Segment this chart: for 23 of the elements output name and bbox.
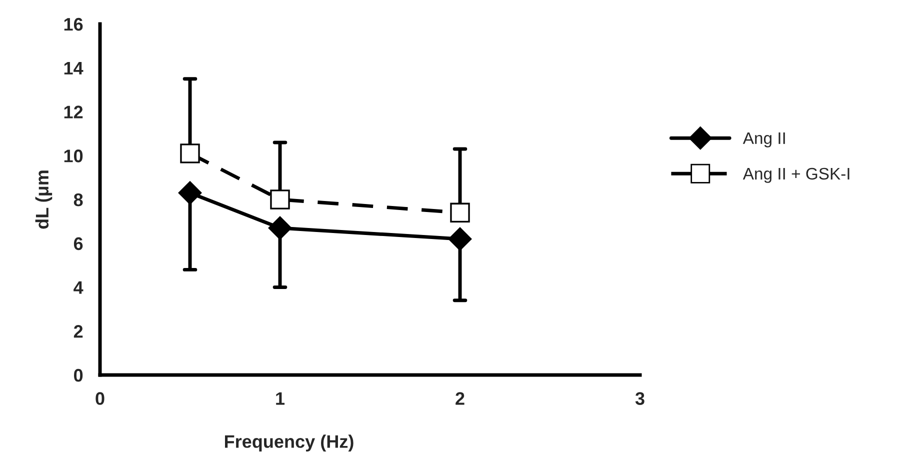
- point: [448, 227, 472, 251]
- legend-label: Ang II: [742, 132, 785, 148]
- point: [178, 181, 202, 205]
- x-tick-label: 1: [276, 392, 285, 405]
- x-tick-label: 3: [635, 392, 644, 405]
- x-tick-label: 2: [456, 392, 464, 405]
- y-tick-label: 14: [64, 62, 84, 74]
- y-tick-label: 10: [64, 150, 83, 162]
- point: [270, 190, 290, 210]
- point: [180, 144, 200, 164]
- y-axis-title: dL (μm: [35, 170, 52, 229]
- point: [268, 216, 292, 240]
- y-tick-label: 12: [64, 106, 83, 118]
- y-tick-label: 8: [74, 193, 83, 206]
- y-tick-label: 0: [74, 368, 83, 382]
- point: [450, 202, 470, 223]
- y-tick-label: 2: [74, 325, 83, 338]
- legend-label: Ang II + GSK-I: [742, 168, 850, 183]
- y-tick-label: 4: [74, 281, 84, 294]
- y-tick-label: 16: [64, 18, 83, 31]
- y-tick-label: 6: [74, 237, 83, 250]
- x-tick-label: 0: [96, 392, 104, 405]
- x-axis-title: Frequency (Hz): [225, 434, 354, 452]
